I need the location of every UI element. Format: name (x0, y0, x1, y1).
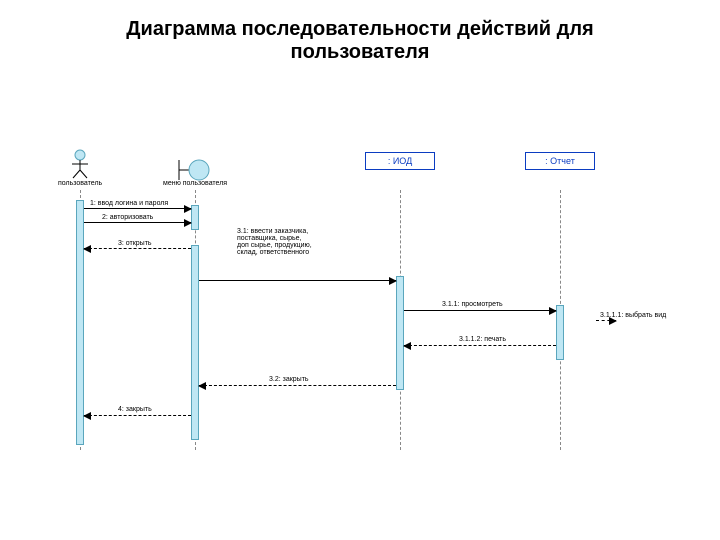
activation-menu (191, 205, 199, 230)
message-arrow-1 (84, 222, 191, 223)
message-label-6: 3.2: закрыть (269, 376, 309, 383)
activation-menu (191, 245, 199, 440)
boundary-icon (177, 158, 213, 182)
activation-iod (396, 276, 404, 390)
message-label-7: 4: закрыть (118, 406, 152, 413)
message-arrow-0 (84, 208, 191, 209)
message-label-1: 2: авторизовать (102, 214, 153, 221)
message-arrow-3 (199, 280, 396, 281)
activation-report (556, 305, 564, 360)
participant-label-menu: меню пользователя (163, 180, 227, 187)
message-label-4: 3.1.1: просмотреть (442, 301, 503, 308)
message-label-3: 3.1: ввести заказчика, поставщика, сырье… (237, 228, 312, 256)
message-label-2: 3: открыть (118, 240, 152, 247)
message-arrow-6 (199, 385, 396, 386)
participant-box-iod: : ИОД (365, 152, 435, 170)
message-label-0: 1: ввод логина и пароля (90, 200, 168, 207)
actor-icon (70, 150, 90, 180)
message-label-5: 3.1.1.2: печать (459, 336, 506, 343)
side-tick-arrow (596, 320, 616, 321)
participant-box-report: : Отчет (525, 152, 595, 170)
message-arrow-2 (84, 248, 191, 249)
activation-user (76, 200, 84, 445)
diagram-title: Диаграмма последовательности действий дл… (0, 18, 720, 64)
participant-label-user: пользователь (58, 180, 102, 187)
message-arrow-7 (84, 415, 191, 416)
message-arrow-4 (404, 310, 556, 311)
message-arrow-5 (404, 345, 556, 346)
